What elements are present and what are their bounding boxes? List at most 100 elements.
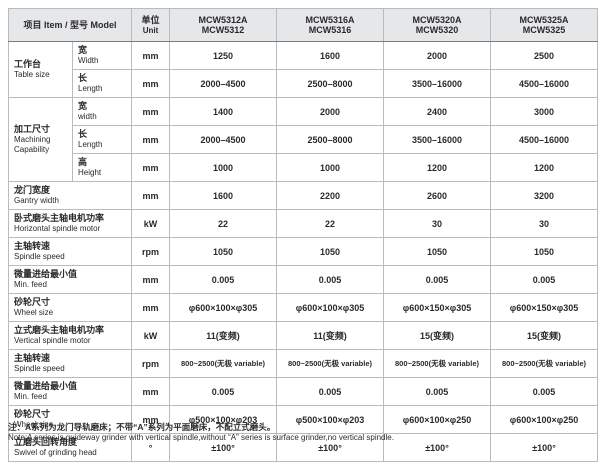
value-cell: 1050	[169, 237, 278, 266]
spec-row: 龙门宽度 Gantry width mm 1600 2200 2600 3200	[7, 181, 599, 210]
unit-cell: mm	[131, 377, 171, 406]
header-unit-zh: 单位	[141, 14, 160, 25]
spec-row: 工作台 Table size 宽 Width mm 1250 1600 2000 2500	[8, 41, 599, 98]
value-cell: 0.005	[276, 377, 385, 406]
value-cell: 1200	[383, 153, 492, 182]
value-cell: 1000	[276, 153, 385, 182]
unit-cell: mm	[131, 97, 171, 126]
unit-cell: mm	[131, 69, 171, 98]
spec-row: 主轴转速 Spindle speed rpm 800~2500(无极 variable…	[7, 349, 599, 378]
unit-cell: mm	[131, 181, 171, 210]
value-cell: φ500×100×φ203	[276, 405, 385, 434]
value-cell: 1050	[383, 237, 492, 266]
model-name-line2: MCW5320	[415, 25, 459, 35]
spec-row: 立式磨头主轴电机功率 Vertical spindle motor kW 11(变频)…	[7, 321, 599, 350]
value-cell: φ600×150×φ305	[383, 293, 492, 322]
value-cell: 15(变频)	[383, 321, 492, 350]
spec-sheet: 项目 Item / 型号 Model 单位 Unit MCW5312A MCW5…	[7, 8, 599, 462]
unit-cell: mm	[131, 293, 171, 322]
header-unit-en: Unit	[142, 25, 159, 35]
header-unit: 单位 Unit	[131, 8, 171, 42]
unit-cell: rpm	[131, 237, 171, 266]
spec-row: 长 Length mm 2000–4500 2500–8000 3500–16000 450…	[9, 125, 599, 154]
spec-table: 项目 Item / 型号 Model 单位 Unit MCW5312A MCW5…	[7, 8, 599, 462]
value-cell: 1400	[169, 97, 278, 126]
spec-row: 卧式磨头主轴电机功率 Horizontal spindle motor kW 22 22…	[7, 209, 599, 238]
sub-label-cell: 宽 width	[71, 97, 133, 126]
unit-cell: mm	[131, 41, 171, 70]
spec-row: 微量进给最小值 Min. feed mm 0.005 0.005 0.005 0.005	[7, 265, 599, 294]
value-cell: 3000	[490, 97, 599, 126]
model-name-line1: MCW5325A	[519, 15, 569, 25]
row-label-cell: 砂轮尺寸 Wheel size	[7, 405, 133, 434]
value-cell: 2500–8000	[276, 125, 385, 154]
value-cell: 2000–4500	[169, 69, 278, 98]
value-cell: 0.005	[169, 377, 278, 406]
value-cell: 0.005	[490, 377, 599, 406]
sub-label-cell: 长 Length	[71, 125, 133, 154]
value-cell: 2000–4500	[169, 125, 278, 154]
value-cell: 4500–16000	[490, 69, 599, 98]
value-cell: 4500–16000	[490, 125, 599, 154]
value-cell: 800~2500(无极 variable)	[490, 349, 599, 378]
value-cell: 0.005	[276, 265, 385, 294]
row-label-cell: 主轴转速 Spindle speed	[7, 237, 133, 266]
spec-row: 主轴转速 Spindle speed rpm 1050 1050 1050 1050	[7, 237, 599, 266]
header-row: 项目 Item / 型号 Model 单位 Unit MCW5312A MCW5…	[7, 8, 599, 42]
value-cell: 0.005	[383, 377, 492, 406]
spec-row: 长 Length mm 2000–4500 2500–8000 3500–16000 450…	[9, 69, 599, 98]
value-cell: 15(变频)	[490, 321, 599, 350]
value-cell: 1050	[276, 237, 385, 266]
value-cell: 800~2500(无极 variable)	[276, 349, 385, 378]
value-cell: 22	[169, 209, 278, 238]
row-label-cell: 立式磨头主轴电机功率 Vertical spindle motor	[7, 321, 133, 350]
value-cell: 3200	[490, 181, 599, 210]
value-cell: 11(变频)	[276, 321, 385, 350]
value-cell: 11(变频)	[169, 321, 278, 350]
value-cell: 1000	[169, 153, 278, 182]
value-cell: φ600×150×φ305	[490, 293, 599, 322]
unit-cell: rpm	[131, 349, 171, 378]
sub-label-cell: 长 Length	[71, 69, 133, 98]
spec-row: 高 Height mm 1000 1000 1200 1200	[9, 153, 599, 182]
value-cell: 30	[383, 209, 492, 238]
value-cell: 0.005	[169, 265, 278, 294]
spec-row: 加工尺寸 Machining Capability 宽 width mm 1400 2000…	[8, 97, 599, 182]
value-cell: 22	[276, 209, 385, 238]
value-cell: 1600	[169, 181, 278, 210]
row-label-cell: 主轴转速 Spindle speed	[7, 349, 133, 378]
header-model-mcw5316: MCW5316A MCW5316	[276, 8, 385, 42]
unit-cell: mm	[131, 125, 171, 154]
value-cell: 1050	[490, 237, 599, 266]
spec-row: 砂轮尺寸 Wheel size mm φ600×100×φ305 φ600×100×φ3…	[7, 293, 599, 322]
value-cell: 0.005	[383, 265, 492, 294]
footnote: 注：A系列为龙门导轨磨床；不带“A”系列为平面磨床，不配立式磨头。 Note:A…	[8, 422, 594, 443]
footnote-en: Note:A series is guideway grinder with v…	[8, 433, 394, 442]
value-cell: φ600×100×φ305	[169, 293, 278, 322]
value-cell: 2000	[276, 97, 385, 126]
unit-cell: mm	[131, 405, 171, 434]
model-name-line1: MCW5320A	[412, 15, 462, 25]
spec-table-body: 工作台 Table size 宽 Width mm 1250 1600 2000 2500 长 Le…	[7, 41, 599, 462]
value-cell: 1600	[276, 41, 385, 70]
sub-label-cell: 宽 Width	[71, 41, 133, 70]
header-model-mcw5325: MCW5325A MCW5325	[490, 8, 599, 42]
value-cell: 1200	[490, 153, 599, 182]
header-item-model: 项目 Item / 型号 Model	[7, 8, 133, 42]
unit-cell: mm	[131, 265, 171, 294]
model-name-line1: MCW5312A	[198, 15, 248, 25]
model-name-line2: MCW5316	[308, 25, 352, 35]
spec-row: 砂轮尺寸 Wheel size mm φ500×100×φ203 φ500×100×φ2…	[7, 405, 599, 434]
sub-label-cell: 高 Height	[71, 153, 133, 182]
row-label-cell: 微量进给最小值 Min. feed	[7, 265, 133, 294]
header-model-mcw5320: MCW5320A MCW5320	[383, 8, 492, 42]
value-cell: 30	[490, 209, 599, 238]
value-cell: 2400	[383, 97, 492, 126]
unit-cell: kW	[131, 209, 171, 238]
value-cell: 3500–16000	[383, 125, 492, 154]
value-cell: 2000	[383, 41, 492, 70]
model-name-line1: MCW5316A	[305, 15, 355, 25]
row-label-cell: 砂轮尺寸 Wheel size	[7, 293, 133, 322]
spec-row: 微量进给最小值 Min. feed mm 0.005 0.005 0.005 0.005	[7, 377, 599, 406]
group-label-cell: 工作台 Table size	[8, 41, 73, 98]
